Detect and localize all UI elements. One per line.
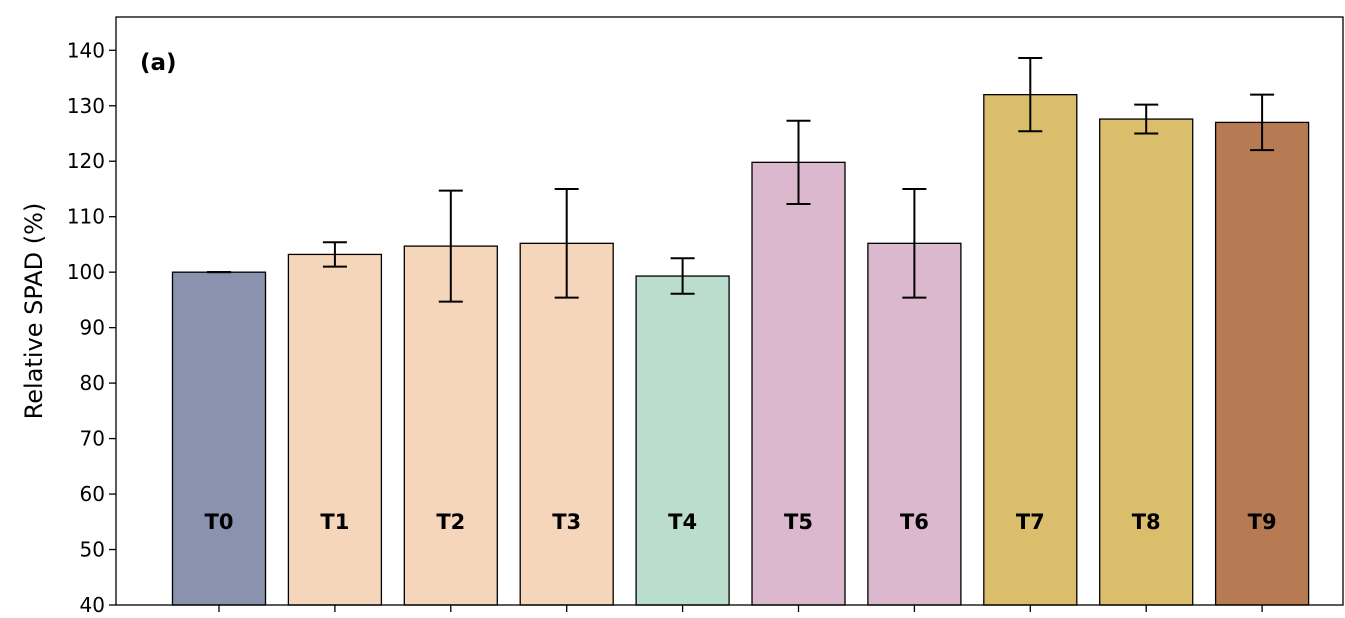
bar-label-t9: T9: [1248, 510, 1277, 534]
bar-label-t5: T5: [784, 510, 813, 534]
axes-layer: [115, 16, 1344, 606]
y-tick-label-110: 110: [67, 205, 105, 229]
bar-label-t4: T4: [668, 510, 697, 534]
bar-t1: [287, 253, 383, 606]
bar-t5: [751, 161, 846, 606]
panel-label: (a): [140, 50, 177, 76]
y-tick-label-50: 50: [80, 538, 105, 562]
bar-label-t1: T1: [320, 510, 349, 534]
y-tick-label-60: 60: [80, 482, 105, 506]
bar-label-t6: T6: [900, 510, 929, 534]
y-tick-label-80: 80: [80, 371, 105, 395]
bar-label-t7: T7: [1016, 510, 1045, 534]
y-tick-label-140: 140: [67, 38, 105, 62]
bar-t7: [983, 94, 1078, 606]
y-tick-label-120: 120: [67, 149, 105, 173]
y-tick-label-90: 90: [80, 316, 105, 340]
bar-label-t8: T8: [1132, 510, 1161, 534]
bars-layer: [171, 94, 1310, 606]
bar-label-t3: T3: [552, 510, 581, 534]
bar-t3: [519, 242, 614, 606]
y-axis-label: Relative SPAD (%): [20, 203, 48, 420]
bar-labels-layer: T0 T1 T2 T3 T4 T5 T6 T7 T8 T9: [205, 510, 1277, 534]
y-axis-ticks: 40 50 60 70 80 90 100 110 120 130 140: [67, 38, 116, 617]
error-bars-layer: [207, 57, 1275, 303]
bar-t0: [171, 271, 267, 606]
y-tick-label-40: 40: [80, 593, 105, 617]
plot-frame: [115, 16, 1344, 606]
bar-t9: [1214, 121, 1310, 606]
bar-t4: [635, 275, 730, 606]
y-tick-label-100: 100: [67, 260, 105, 284]
bar-label-t0: T0: [205, 510, 234, 534]
bar-label-t2: T2: [436, 510, 465, 534]
x-axis-ticks: [218, 605, 1263, 612]
y-tick-label-130: 130: [67, 94, 105, 118]
y-tick-label-70: 70: [80, 427, 105, 451]
